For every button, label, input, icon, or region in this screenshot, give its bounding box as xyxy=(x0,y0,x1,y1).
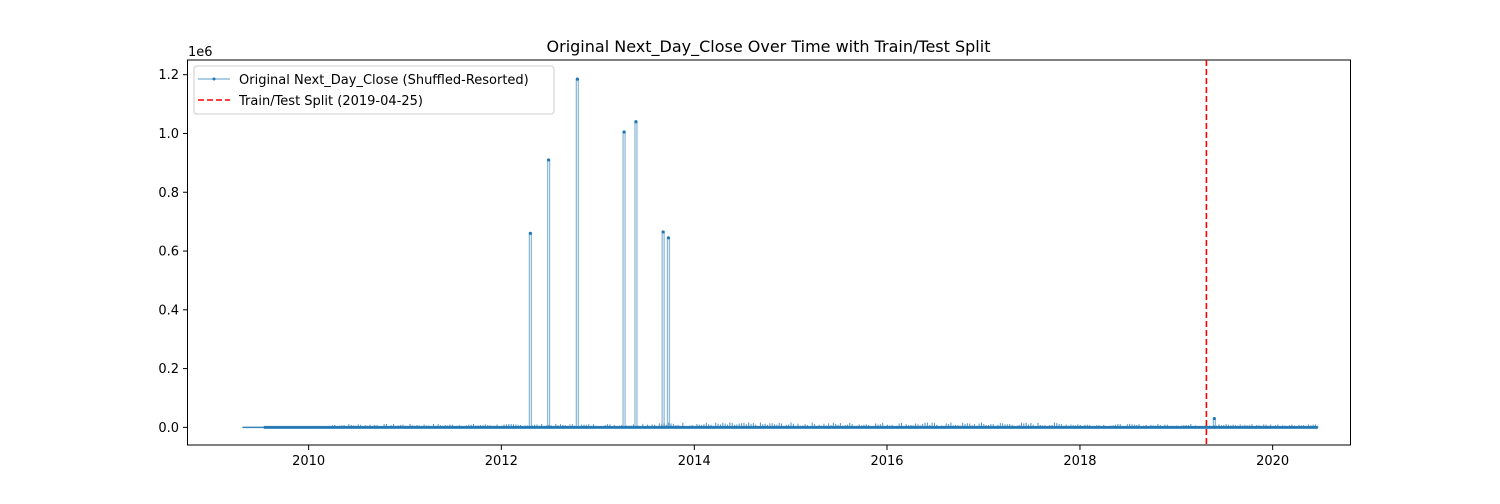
y-tick-label: 0.6 xyxy=(158,245,179,260)
legend-label-split: Train/Test Split (2019-04-25) xyxy=(238,94,423,109)
x-tick-label: 2016 xyxy=(870,454,903,469)
x-tick-label: 2012 xyxy=(485,454,518,469)
y-tick-label: 1.0 xyxy=(158,127,179,142)
spike-point xyxy=(1212,416,1216,421)
y-tick-label: 0.2 xyxy=(158,362,179,377)
x-tick-label: 2018 xyxy=(1063,454,1096,469)
y-tick-label: 0.4 xyxy=(158,303,179,318)
x-axis-ticks: 2010 2012 2014 2016 2018 2020 xyxy=(292,445,1289,469)
legend-box xyxy=(193,65,555,115)
spike-point xyxy=(528,231,532,235)
spike-layer xyxy=(528,77,1216,428)
x-tick-label: 2020 xyxy=(1256,454,1289,469)
spike-point xyxy=(575,77,579,81)
y-axis-offset-label: 1e6 xyxy=(188,45,213,60)
legend-label-series: Original Next_Day_Close (Shuffled-Resort… xyxy=(239,73,529,88)
legend: Original Next_Day_Close (Shuffled-Resort… xyxy=(193,65,555,115)
y-tick-label: 0.8 xyxy=(158,186,179,201)
spike-point xyxy=(661,230,665,234)
spike-point xyxy=(634,120,638,124)
legend-marker-swatch xyxy=(212,77,216,81)
y-axis-ticks: 0.0 0.2 0.4 0.6 0.8 1.0 1.2 xyxy=(158,68,188,436)
spike-point xyxy=(622,130,626,134)
y-tick-label: 1.2 xyxy=(158,68,179,83)
spike-point xyxy=(666,236,671,240)
x-tick-label: 2010 xyxy=(292,454,325,469)
spike-point xyxy=(546,158,551,162)
baseline-data-band xyxy=(242,422,1319,429)
plot-frame xyxy=(187,59,1351,446)
x-tick-label: 2014 xyxy=(678,454,711,469)
y-tick-label: 0.0 xyxy=(158,421,179,436)
chart-title: Original Next_Day_Close Over Time with T… xyxy=(547,37,991,57)
